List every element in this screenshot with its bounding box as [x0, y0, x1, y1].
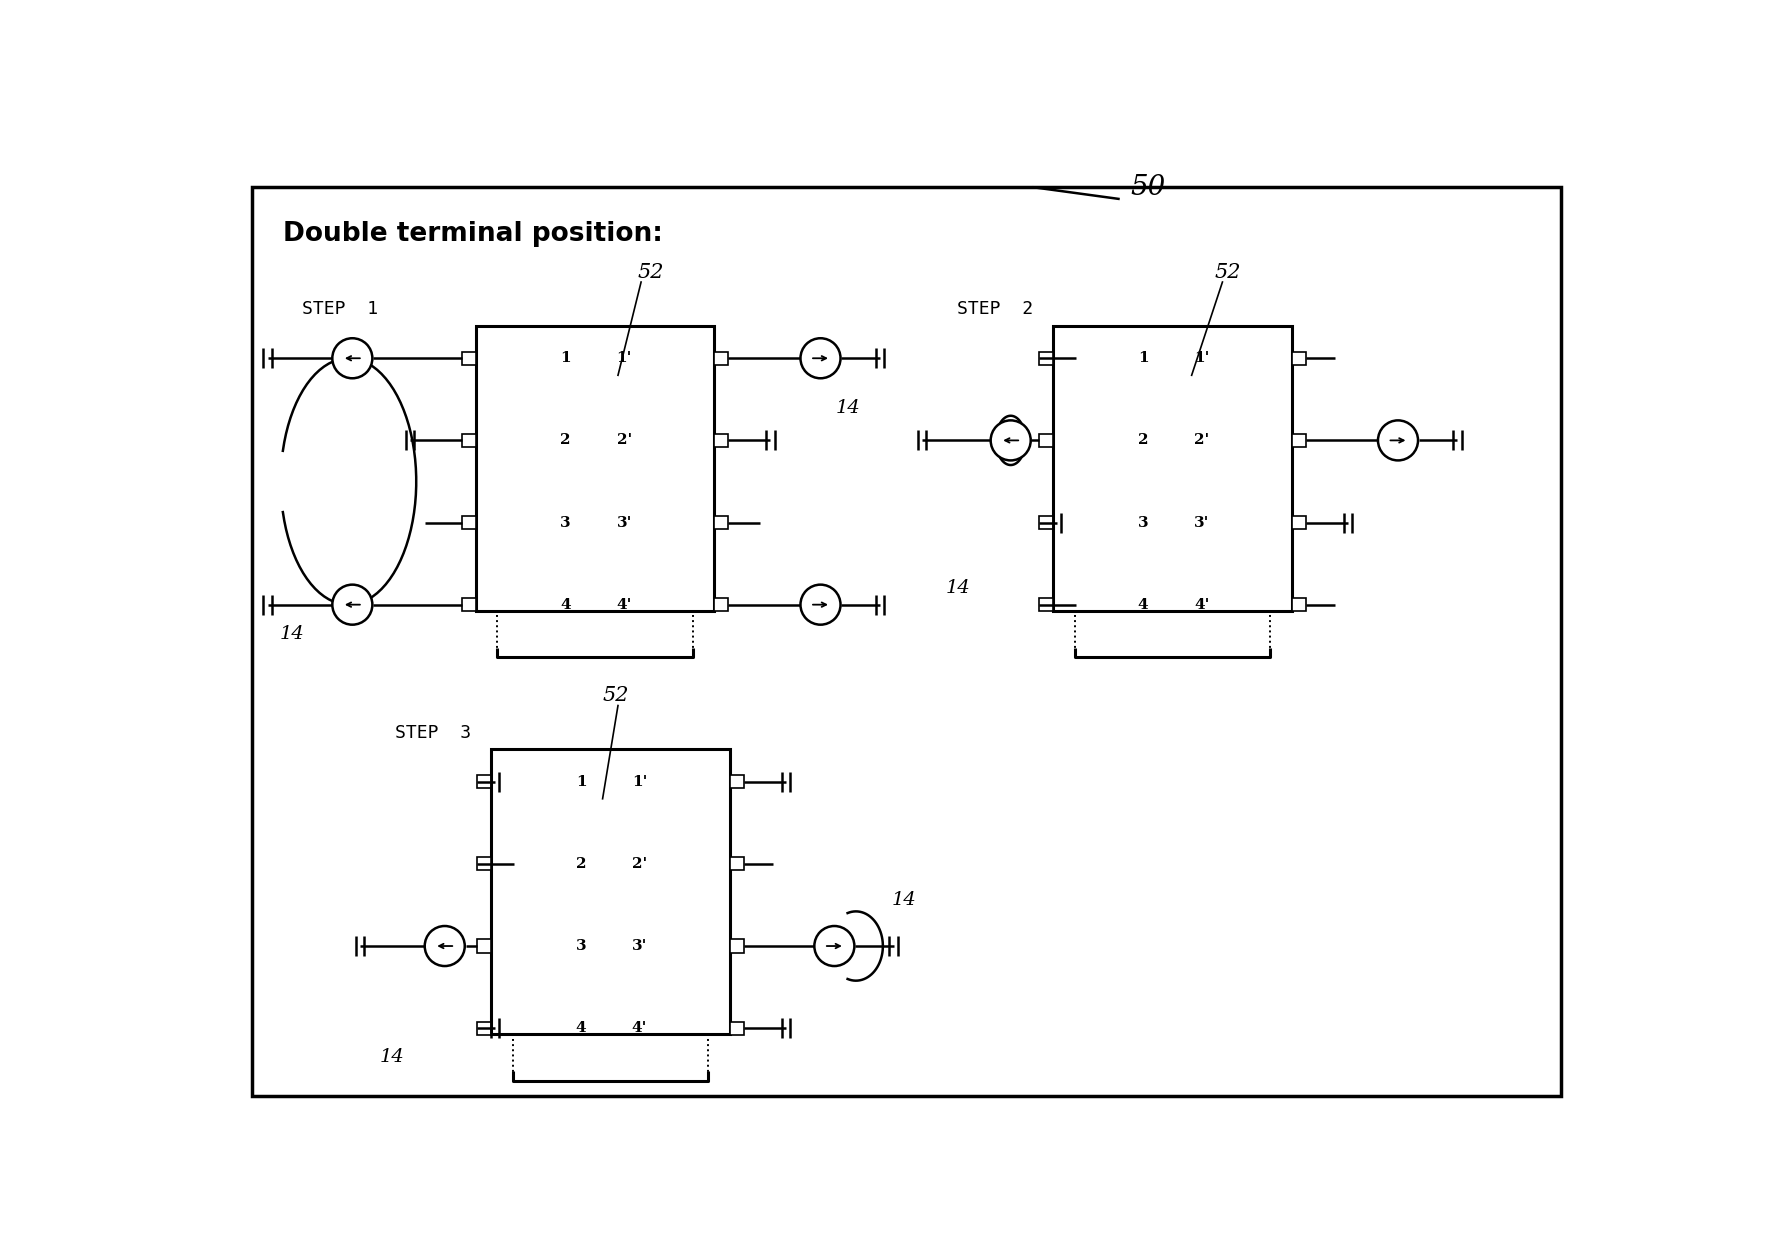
Bar	[714, 352, 728, 365]
Text: 2: 2	[1138, 434, 1149, 447]
Text: 1': 1'	[633, 774, 647, 788]
Bar	[491, 749, 730, 1034]
Bar	[714, 434, 728, 447]
Circle shape	[1378, 420, 1419, 460]
Text: 4': 4'	[617, 598, 633, 611]
Text: 14: 14	[836, 400, 861, 417]
Text: 3': 3'	[633, 938, 647, 954]
Bar	[477, 1021, 491, 1035]
Text: 1': 1'	[617, 351, 633, 366]
Bar	[477, 940, 491, 952]
Circle shape	[332, 585, 373, 625]
Text: 14: 14	[380, 1049, 405, 1066]
Circle shape	[332, 338, 373, 378]
Text: 14: 14	[279, 625, 304, 643]
Bar	[477, 776, 491, 788]
Text: 52: 52	[1214, 263, 1240, 282]
Text: 4: 4	[576, 1021, 587, 1035]
Text: 50: 50	[1131, 174, 1164, 200]
Bar	[730, 776, 744, 788]
Text: 52: 52	[638, 263, 664, 282]
Text: 14: 14	[945, 579, 970, 596]
Text: 52: 52	[603, 687, 629, 705]
Text: 2': 2'	[1194, 434, 1209, 447]
Bar	[1292, 516, 1306, 529]
Text: 1: 1	[560, 351, 571, 366]
Text: 1: 1	[1138, 351, 1149, 366]
Bar	[461, 352, 475, 365]
Text: 3': 3'	[617, 515, 633, 530]
Text: 4': 4'	[1194, 598, 1209, 611]
Bar	[475, 326, 714, 610]
Text: 14: 14	[892, 891, 917, 908]
Bar	[1039, 434, 1053, 447]
Text: 1: 1	[576, 774, 587, 788]
Text: STEP  3: STEP 3	[394, 724, 470, 742]
Circle shape	[424, 926, 465, 966]
Text: 3: 3	[576, 938, 587, 954]
Text: STEP  1: STEP 1	[302, 301, 378, 318]
Bar	[1053, 326, 1292, 610]
Bar	[730, 940, 744, 952]
Text: 2': 2'	[617, 434, 633, 447]
Text: 2': 2'	[633, 857, 647, 871]
Text: Double terminal position:: Double terminal position:	[283, 221, 663, 247]
Text: 2: 2	[576, 857, 587, 871]
Text: 4: 4	[1138, 598, 1149, 611]
Bar	[730, 857, 744, 871]
Bar	[1292, 352, 1306, 365]
Text: 3: 3	[560, 515, 571, 530]
Bar	[1292, 598, 1306, 611]
Bar	[477, 857, 491, 871]
Bar	[714, 516, 728, 529]
Circle shape	[815, 926, 855, 966]
Text: 4: 4	[560, 598, 571, 611]
Bar	[461, 434, 475, 447]
Bar	[730, 1021, 744, 1035]
Text: 2: 2	[560, 434, 571, 447]
Text: 4': 4'	[633, 1021, 647, 1035]
Bar	[714, 598, 728, 611]
Bar	[1039, 352, 1053, 365]
Text: 3': 3'	[1194, 515, 1209, 530]
Bar	[461, 598, 475, 611]
Circle shape	[800, 585, 841, 625]
Text: 1': 1'	[1194, 351, 1209, 366]
Bar	[1292, 434, 1306, 447]
Bar	[461, 516, 475, 529]
Text: STEP  2: STEP 2	[956, 301, 1034, 318]
Circle shape	[991, 420, 1030, 460]
Bar	[1039, 598, 1053, 611]
Text: 3: 3	[1138, 515, 1149, 530]
Circle shape	[800, 338, 841, 378]
Bar	[1039, 516, 1053, 529]
